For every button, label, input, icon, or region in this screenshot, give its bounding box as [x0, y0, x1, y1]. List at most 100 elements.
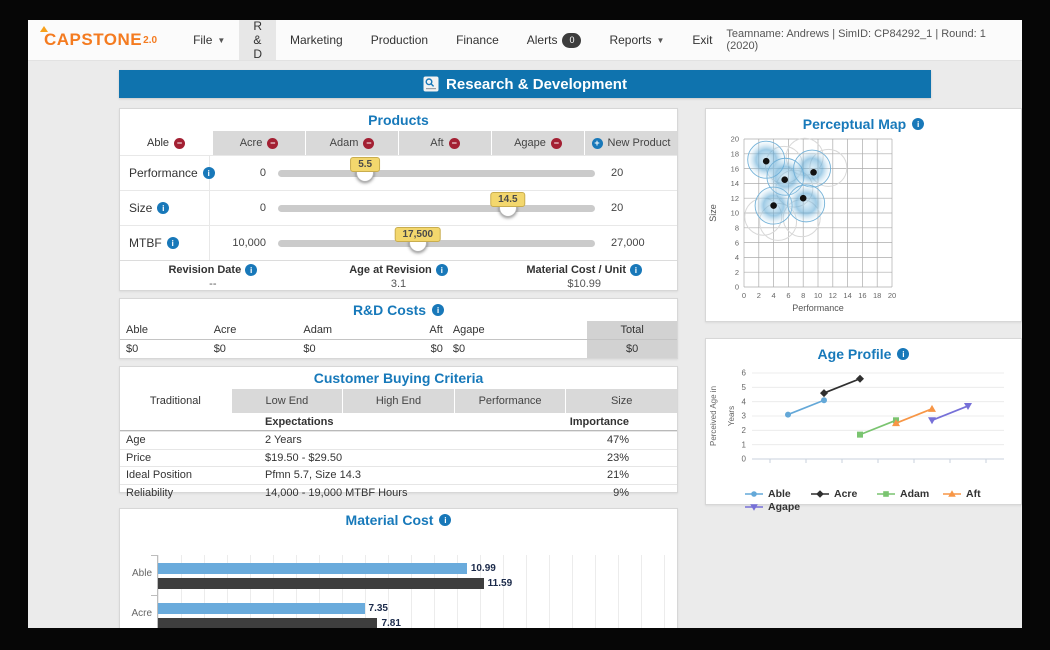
svg-text:0: 0: [735, 283, 739, 292]
svg-text:12: 12: [829, 291, 837, 300]
add-product-icon: +: [591, 137, 603, 149]
segment-tab-performance[interactable]: Performance: [453, 389, 566, 413]
slider-track[interactable]: [278, 205, 595, 212]
info-icon[interactable]: i: [435, 264, 448, 276]
slider-label: MTBF i: [120, 226, 210, 260]
svg-text:6: 6: [735, 238, 739, 247]
age-profile-chart: 0 1 2 3 4 5 6 Perceived Age in Years: [709, 369, 1004, 464]
rd-cell-acre: $0: [213, 343, 226, 355]
product-dot-acre[interactable]: [762, 157, 770, 165]
nav-menu: File ▼ R & D Marketing Production Finance Aler…: [179, 20, 726, 61]
slider-value-badge: 5.5: [350, 157, 381, 172]
product-dot-agape[interactable]: [770, 202, 777, 209]
nav-item-production[interactable]: Production: [357, 20, 442, 60]
svg-text:4: 4: [772, 291, 776, 300]
svg-text:2: 2: [735, 268, 739, 277]
bar-able-current: [158, 563, 467, 574]
svg-text:2: 2: [742, 426, 747, 435]
slider-min-label: 0: [259, 167, 266, 179]
svg-text:8: 8: [801, 291, 805, 300]
summary-value: 3.1: [390, 278, 407, 290]
nav-item-reports[interactable]: Reports ▼: [595, 20, 678, 60]
legend-marker-square: [877, 491, 895, 497]
product-dot-adam[interactable]: [799, 194, 807, 202]
slider-track[interactable]: [278, 240, 595, 247]
slider-value-badge: 14.5: [490, 192, 526, 207]
svg-text:18: 18: [873, 291, 881, 300]
legend-marker-triangle: [943, 490, 961, 497]
rd-cell-aft: $0: [430, 343, 443, 355]
age-line-able: [787, 399, 825, 416]
nav-item-label: Alerts: [526, 33, 558, 47]
perceptual-map-panel: Perceptual Map i 0 0 2 2 4 4 6 6 8 8 10 10 12 12 14 14 16…: [705, 108, 1022, 322]
product-summary: Revision Date i -- Age at Revision i 3.1 Mater…: [120, 260, 677, 290]
product-tab-agape[interactable]: Agape −: [491, 131, 584, 155]
product-tab-adam[interactable]: Adam −: [305, 131, 398, 155]
bar-value-label: 7.81: [381, 618, 401, 628]
product-tab-aft[interactable]: Aft −: [398, 131, 491, 155]
tab-label: High End: [375, 395, 422, 407]
svg-text:20: 20: [888, 291, 896, 300]
info-icon[interactable]: i: [432, 304, 445, 316]
svg-text:6: 6: [786, 291, 790, 300]
info-icon[interactable]: i: [629, 264, 642, 276]
product-tab-able[interactable]: Able −: [120, 131, 212, 155]
segment-tab-traditional[interactable]: Traditional: [120, 389, 231, 413]
info-icon[interactable]: i: [157, 202, 170, 214]
rd-cell-able: Able: [126, 324, 149, 336]
nav-item-finance[interactable]: Finance: [442, 20, 513, 60]
age-profile-title: Age Profile i: [706, 343, 1021, 365]
slider-min-label: 0: [259, 202, 266, 214]
product-dot-aft[interactable]: [810, 169, 817, 176]
slider-max-label: 27,000: [611, 237, 645, 249]
nav-item-file[interactable]: File ▼: [179, 20, 239, 60]
info-icon[interactable]: i: [245, 264, 258, 276]
rd-costs-header-row: Able Acre Adam Aft Agape Total: [120, 321, 677, 340]
nav-item-r-d[interactable]: R & D: [239, 20, 276, 61]
svg-text:Years: Years: [727, 406, 736, 426]
info-icon[interactable]: i: [912, 118, 925, 130]
segment-tab-high-end[interactable]: High End: [342, 389, 454, 413]
nav-item-exit[interactable]: Exit: [678, 20, 726, 60]
svg-text:1: 1: [742, 440, 747, 449]
info-icon[interactable]: i: [439, 514, 452, 526]
product-tab-new-product[interactable]: + New Product: [584, 131, 677, 155]
svg-text:12: 12: [731, 194, 739, 203]
product-dot-able[interactable]: [781, 176, 788, 183]
info-icon[interactable]: i: [166, 237, 179, 249]
criteria-name: Price: [126, 451, 152, 464]
info-icon[interactable]: i: [202, 167, 215, 179]
legend-label: Able: [768, 488, 791, 500]
legend-item-agape: Agape: [744, 501, 810, 513]
legend-item-aft: Aft: [942, 488, 1008, 500]
products-panel-title: Products: [368, 112, 429, 128]
slider-track-wrap: 5.5: [278, 156, 595, 190]
info-icon[interactable]: i: [897, 348, 910, 360]
slider-track[interactable]: [278, 170, 595, 177]
bar-value-label: 10.99: [470, 563, 496, 574]
svg-text:4: 4: [742, 397, 747, 406]
tab-label: Able: [146, 137, 170, 149]
capstone-logo[interactable]: CAPSTONE 2.0: [28, 20, 179, 60]
tab-label: Adam: [329, 137, 359, 149]
svg-text:0: 0: [742, 291, 746, 300]
criteria-header-row: Expectations Importance: [120, 413, 677, 431]
legend-label: Agape: [768, 501, 801, 513]
segment-tab-low-end[interactable]: Low End: [230, 389, 343, 413]
criteria-name: Ideal Position: [126, 469, 193, 482]
nav-item-alerts[interactable]: Alerts 0: [513, 20, 596, 60]
chart-y-axis: [157, 555, 158, 628]
nav-item-marketing[interactable]: Marketing: [276, 20, 357, 60]
summary-value: $10.99: [567, 278, 601, 290]
bar-category-label: Able: [131, 568, 152, 579]
slider-row-mtbf: MTBF i 10,000 17,500 27,000: [120, 225, 677, 260]
age-line-agape: [931, 405, 969, 422]
segment-tab-size[interactable]: Size: [565, 389, 677, 413]
tab-label: Low End: [265, 395, 309, 407]
age-profile-panel: Age Profile i 0 1 2 3 4 5 6 Perceived Age in Year…: [705, 338, 1022, 513]
nav-item-label: Exit: [692, 33, 713, 47]
age-line-aft: [895, 408, 933, 424]
product-tab-acre[interactable]: Acre −: [212, 131, 305, 155]
rd-costs-title: R&D Costs i: [120, 299, 677, 321]
